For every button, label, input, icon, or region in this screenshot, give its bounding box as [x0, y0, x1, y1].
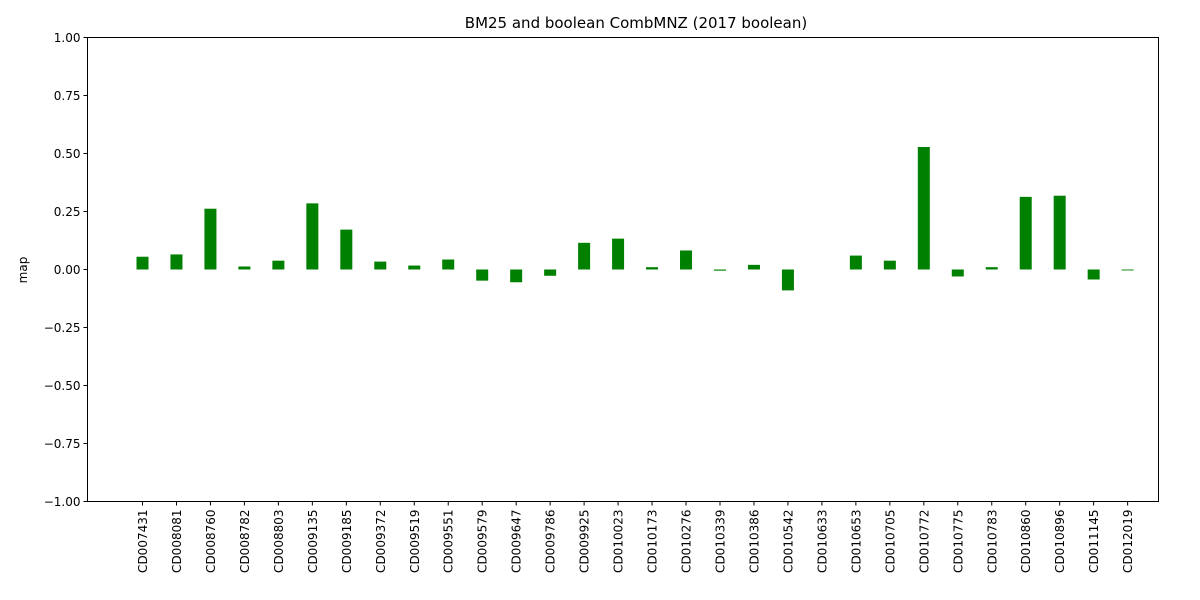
x-tick-label: CD010775: [951, 510, 965, 573]
x-tick-label: CD009519: [408, 510, 422, 573]
x-tick-label: CD010860: [1019, 510, 1033, 573]
y-tick-label: 0.00: [54, 263, 81, 277]
y-axis: 1.00 0.75 0.50 0.25 0.00 −0.25 −0.50 −0.75 −1.00: [44, 31, 88, 509]
bar-CD010653: [849, 255, 862, 270]
x-tick-label: CD010772: [917, 510, 931, 573]
y-tick-label: 0.75: [54, 89, 81, 103]
bar-CD009185: [340, 229, 353, 270]
y-tick-label: 1.00: [54, 31, 81, 45]
x-tick-label: CD009551: [442, 510, 456, 573]
bar-CD010339: [713, 269, 726, 271]
chart-title: BM25 and boolean CombMNZ (2017 boolean): [465, 14, 807, 32]
bar-CD009519: [408, 265, 421, 270]
x-tick-label: CD010542: [781, 510, 795, 573]
bar-CD009372: [374, 261, 387, 270]
x-tick-label: CD010386: [747, 510, 761, 573]
x-tick-label: CD007431: [136, 510, 150, 573]
x-tick-label: CD010023: [612, 510, 626, 573]
x-tick-label: CD010276: [680, 510, 694, 573]
x-axis: CD007431 CD008081 CD008760 CD008782 CD008803…: [136, 501, 1135, 573]
x-tick-label: CD010653: [849, 510, 863, 573]
bar-CD012019: [1121, 269, 1134, 271]
x-tick-label: CD009579: [476, 510, 490, 573]
bar-CD009551: [442, 259, 455, 270]
bar-CD010023: [612, 238, 625, 270]
y-tick-label: 0.25: [54, 205, 81, 219]
bar-CD010775: [951, 269, 964, 277]
bar-CD010783: [985, 267, 998, 270]
y-axis-label: map: [16, 257, 30, 284]
y-tick-label: −0.75: [44, 437, 81, 451]
bar-CD009925: [578, 242, 591, 270]
bar-CD009786: [544, 269, 557, 276]
x-tick-label: CD010896: [1053, 510, 1067, 573]
bar-CD008803: [272, 260, 285, 270]
y-tick-label: 0.50: [54, 147, 81, 161]
x-tick-label: CD008782: [238, 510, 252, 573]
plot-frame: [87, 37, 1159, 502]
bar-CD010276: [680, 250, 693, 270]
bar-CD010173: [646, 267, 659, 270]
x-tick-label: CD010705: [883, 510, 897, 573]
bar-CD010705: [883, 260, 896, 270]
bar-CD009579: [476, 269, 489, 281]
x-tick-label: CD010783: [985, 510, 999, 573]
bar-CD010860: [1019, 196, 1032, 270]
x-tick-label: CD008081: [170, 510, 184, 573]
bar-CD011145: [1087, 269, 1100, 280]
x-tick-label: CD010339: [713, 510, 727, 573]
x-tick-label: CD011145: [1087, 510, 1101, 573]
x-tick-label: CD009135: [306, 510, 320, 573]
x-tick-label: CD012019: [1121, 510, 1135, 573]
y-tick-label: −0.25: [44, 321, 81, 335]
x-tick-label: CD009786: [544, 510, 558, 573]
x-tick-label: CD010173: [646, 510, 660, 573]
y-tick-label: −0.50: [44, 379, 81, 393]
bar-CD009135: [306, 203, 319, 270]
bar-CD008760: [204, 208, 217, 270]
bars: [136, 147, 1134, 291]
bar-CD008081: [170, 254, 183, 270]
x-tick-label: CD009185: [340, 510, 354, 573]
y-tick-label: −1.00: [44, 495, 81, 509]
bar-CD010772: [917, 147, 930, 270]
x-tick-label: CD009372: [374, 510, 388, 573]
bar-CD010542: [781, 269, 794, 291]
x-tick-label: CD010633: [815, 510, 829, 573]
x-tick-label: CD008760: [204, 510, 218, 573]
x-tick-label: CD008803: [272, 510, 286, 573]
bar-CD008782: [238, 266, 251, 270]
bar-CD010896: [1053, 195, 1066, 270]
x-tick-label: CD009647: [510, 510, 524, 573]
bar-CD007431: [136, 256, 149, 270]
bar-CD010386: [747, 264, 760, 270]
x-tick-label: CD009925: [578, 510, 592, 573]
bar-CD009647: [510, 269, 523, 283]
